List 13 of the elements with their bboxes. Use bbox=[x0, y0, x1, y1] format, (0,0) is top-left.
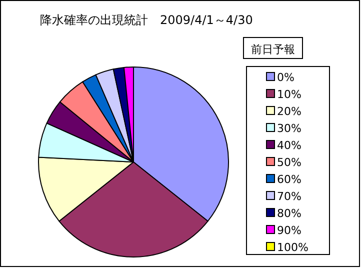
legend-label: 90% bbox=[277, 224, 302, 237]
legend-label: 30% bbox=[277, 122, 302, 135]
legend-title: 前日予報 bbox=[251, 43, 295, 56]
legend-label: 50% bbox=[277, 156, 302, 169]
legend-label: 0% bbox=[277, 71, 294, 84]
legend-label: 80% bbox=[277, 207, 302, 220]
legend-label: 20% bbox=[277, 105, 302, 118]
legend-label: 100% bbox=[277, 241, 308, 254]
chart-title: 降水確率の出現統計 2009/4/1～4/30 bbox=[40, 13, 253, 27]
legend-label: 70% bbox=[277, 190, 302, 203]
legend-label: 60% bbox=[277, 173, 302, 186]
legend-label: 10% bbox=[277, 88, 302, 101]
legend-label: 40% bbox=[277, 139, 302, 152]
